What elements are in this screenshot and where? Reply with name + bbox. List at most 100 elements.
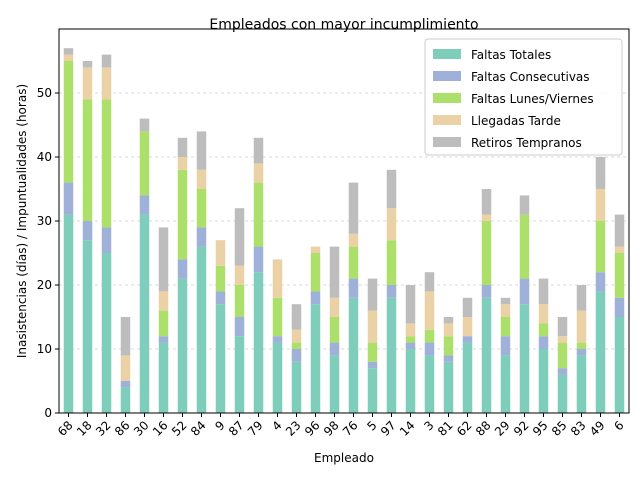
x-tick-label: 76 (340, 418, 361, 439)
bar-segment (253, 272, 264, 413)
bar-segment (405, 342, 416, 349)
legend: Faltas Totales Faltas Consecutivas Faltas … (424, 38, 623, 156)
bar-segment (196, 227, 207, 247)
bar-segment (443, 355, 454, 362)
bar-segment (614, 214, 625, 247)
bar-segment (481, 297, 492, 413)
bar-segment (177, 259, 188, 279)
bar-segment (234, 265, 245, 285)
bar-segment (481, 285, 492, 298)
bar-segment (557, 317, 568, 337)
bar-segment (595, 189, 606, 221)
x-tick-label: 4 (269, 418, 284, 433)
bar-segment (557, 374, 568, 413)
bar-segment (424, 355, 435, 413)
bar-segment (386, 297, 397, 413)
bar-segment (82, 99, 93, 221)
bar-segment (139, 131, 150, 196)
legend-label: Faltas Lunes/Viernes (471, 92, 594, 106)
bar-segment (386, 240, 397, 285)
bar-segment (500, 355, 511, 413)
bar-segment (500, 297, 511, 305)
bar-segment (101, 54, 112, 68)
bar-segment (367, 342, 378, 362)
bar-segment (63, 214, 74, 413)
x-tick-label: 18 (74, 418, 95, 439)
bar-segment (481, 221, 492, 285)
legend-label: Faltas Consecutivas (471, 70, 590, 84)
bar-segment (500, 304, 511, 317)
bar-segment (576, 310, 587, 343)
bar-segment (291, 349, 302, 362)
bar-segment (367, 361, 378, 369)
x-tick-label: 79 (245, 418, 266, 439)
bar-segment (386, 208, 397, 241)
bar-segment (253, 163, 264, 183)
x-tick-label: 49 (587, 418, 608, 439)
x-tick-label: 95 (530, 418, 551, 439)
bar-segment (291, 304, 302, 330)
bar-segment (595, 221, 606, 273)
bar-segment (120, 317, 131, 356)
bar-segment (557, 336, 568, 343)
bar-segment (462, 317, 473, 337)
x-tick-label: 87 (226, 418, 247, 439)
bar-segment (234, 317, 245, 337)
bar-segment (139, 195, 150, 215)
x-tick-label: 97 (378, 418, 399, 439)
legend-label: Faltas Totales (471, 48, 551, 62)
bar-segment (272, 342, 283, 413)
bar-segment (595, 272, 606, 292)
bar-segment (519, 195, 530, 215)
legend-label: Llegadas Tarde (471, 114, 561, 128)
bar-segment (310, 304, 321, 413)
bar-segment (272, 297, 283, 337)
bar-segment (329, 246, 340, 298)
bar-segment (519, 214, 530, 279)
bar-segment (63, 182, 74, 215)
bar-segment (310, 246, 321, 253)
bar-segment (424, 291, 435, 330)
bar-segment (329, 355, 340, 413)
bar-segment (481, 189, 492, 215)
y-tick-label: 40 (37, 150, 52, 164)
bar-segment (101, 253, 112, 413)
bar-segment (82, 61, 93, 68)
x-tick-label: 85 (549, 418, 570, 439)
bar-segment (538, 323, 549, 337)
bar-segment (63, 48, 74, 55)
bar-segment (177, 157, 188, 170)
bar-segment (443, 361, 454, 413)
bar-segment (614, 317, 625, 413)
bar-segment (557, 342, 568, 369)
y-tick-label: 50 (37, 86, 52, 100)
bar-segment (291, 361, 302, 413)
bar-segment (614, 246, 625, 253)
x-tick-label: 14 (397, 418, 418, 439)
bar-segment (443, 336, 454, 356)
x-tick-label: 92 (511, 418, 532, 439)
x-tick-label: 62 (454, 418, 475, 439)
bar-segment (196, 246, 207, 413)
x-tick-label: 30 (131, 418, 152, 439)
bar-segment (196, 131, 207, 170)
bar-segment (576, 342, 587, 349)
bar-segment (386, 169, 397, 209)
x-tick-label: 5 (364, 418, 379, 433)
bar-segment (348, 182, 359, 234)
bar-segment (576, 285, 587, 311)
x-tick-label: 9 (212, 418, 227, 433)
bar-segment (348, 246, 359, 279)
bar-segment (272, 259, 283, 298)
x-tick-label: 96 (302, 418, 323, 439)
bar-segment (177, 169, 188, 260)
bar-segment (348, 233, 359, 247)
bar-segment (310, 253, 321, 292)
bar-segment (462, 336, 473, 343)
bar-segment (158, 342, 169, 413)
x-tick-label: 3 (421, 418, 436, 433)
bar-segment (519, 278, 530, 305)
x-tick-label: 32 (93, 418, 114, 439)
bar-segment (234, 336, 245, 413)
